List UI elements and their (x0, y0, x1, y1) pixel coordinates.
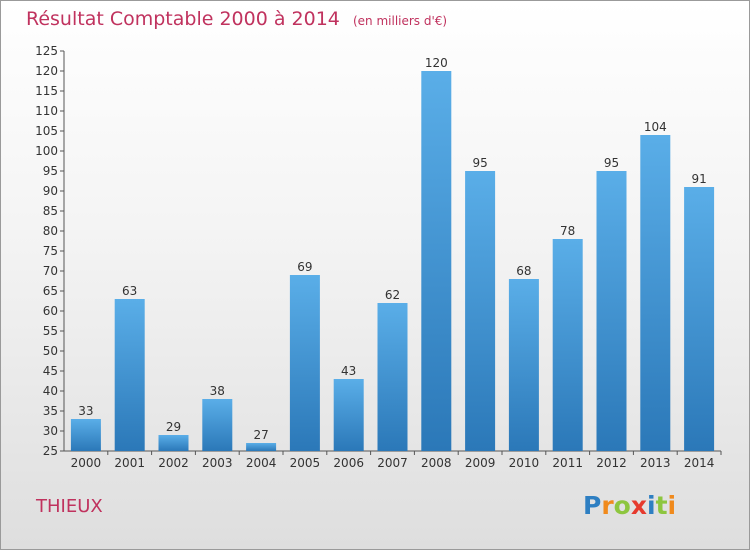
y-tick-label: 110 (35, 104, 58, 118)
bar-2003 (202, 399, 233, 451)
bar-2002 (158, 435, 189, 451)
bar-2007 (377, 303, 408, 451)
x-tick-label: 2005 (290, 456, 321, 470)
y-tick-label: 100 (35, 144, 58, 158)
y-tick-label: 70 (43, 264, 58, 278)
bar-2004 (246, 443, 277, 451)
logo-letter: P (583, 491, 602, 520)
x-tick-label: 2014 (684, 456, 715, 470)
x-tick-label: 2008 (421, 456, 452, 470)
data-label-2003: 38 (210, 384, 225, 398)
data-labels: 33 63 29 38 27 69 43 62 120 95 68 78 95 104 91 (78, 56, 706, 442)
y-tick-label: 35 (43, 404, 58, 418)
bar-2009 (465, 171, 496, 451)
x-tick-label: 2002 (158, 456, 189, 470)
y-tick-label: 25 (43, 444, 58, 458)
bar-2001 (114, 299, 145, 451)
y-tick-label: 115 (35, 84, 58, 98)
y-tick-label: 45 (43, 364, 58, 378)
y-tick-label: 90 (43, 184, 58, 198)
y-tick-label: 30 (43, 424, 58, 438)
chart-title: Résultat Comptable 2000 à 2014 (26, 8, 340, 30)
bar-2013 (640, 135, 671, 451)
logo-letter: x (630, 491, 647, 520)
data-label-2009: 95 (472, 156, 487, 170)
y-tick-label: 95 (43, 164, 58, 178)
y-tick-label: 60 (43, 304, 58, 318)
y-tick-label: 85 (43, 204, 58, 218)
x-tick-label: 2012 (596, 456, 627, 470)
y-tick-label: 120 (35, 64, 58, 78)
chart-subtitle: (en milliers d'€) (352, 14, 448, 28)
logo-letter: i (667, 491, 677, 520)
y-tick-label: 55 (43, 324, 58, 338)
bar-2000 (70, 419, 101, 451)
logo-letter: i (647, 491, 656, 520)
y-tick-label: 80 (43, 224, 58, 238)
proxiti-logo: Proxiti (583, 491, 676, 520)
place-name: THIEUX (36, 496, 103, 517)
data-label-2011: 78 (560, 224, 575, 238)
bar-2011 (552, 239, 583, 451)
data-label-2006: 43 (341, 364, 356, 378)
data-label-2001: 63 (122, 284, 137, 298)
data-label-2014: 91 (691, 172, 706, 186)
bar-2010 (508, 279, 539, 451)
x-tick-label: 2000 (71, 456, 102, 470)
x-tick-label: 2010 (509, 456, 540, 470)
y-tick-label: 105 (35, 124, 58, 138)
title-row: Résultat Comptable 2000 à 2014 (en milli… (26, 8, 447, 30)
data-label-2000: 33 (78, 404, 93, 418)
bar-2012 (596, 171, 627, 451)
data-label-2005: 69 (297, 260, 312, 274)
data-label-2013: 104 (644, 120, 667, 134)
bar-2005 (289, 275, 320, 451)
logo-letter: t (655, 491, 668, 520)
y-tick-label: 40 (43, 384, 58, 398)
x-tick-label: 2009 (465, 456, 496, 470)
data-label-2002: 29 (166, 420, 181, 434)
logo-letter: o (613, 491, 631, 520)
data-label-2007: 62 (385, 288, 400, 302)
x-tick-label: 2003 (202, 456, 233, 470)
x-tick-label: 2007 (377, 456, 408, 470)
logo-letter: r (601, 491, 614, 520)
data-label-2008: 120 (425, 56, 448, 70)
x-tick-label: 2013 (640, 456, 671, 470)
y-tick-label: 75 (43, 244, 58, 258)
x-tick-label: 2004 (246, 456, 277, 470)
bar-2006 (333, 379, 364, 451)
x-tick-label: 2001 (114, 456, 145, 470)
x-tick-label: 2011 (552, 456, 583, 470)
bar-2014 (684, 187, 715, 451)
bar-2008 (421, 71, 452, 451)
y-tick-label: 125 (35, 44, 58, 58)
y-tick-label: 50 (43, 344, 58, 358)
data-label-2012: 95 (604, 156, 619, 170)
data-label-2004: 27 (253, 428, 268, 442)
data-label-2010: 68 (516, 264, 531, 278)
x-tick-label: 2006 (333, 456, 364, 470)
y-tick-label: 65 (43, 284, 58, 298)
bars (70, 71, 715, 451)
